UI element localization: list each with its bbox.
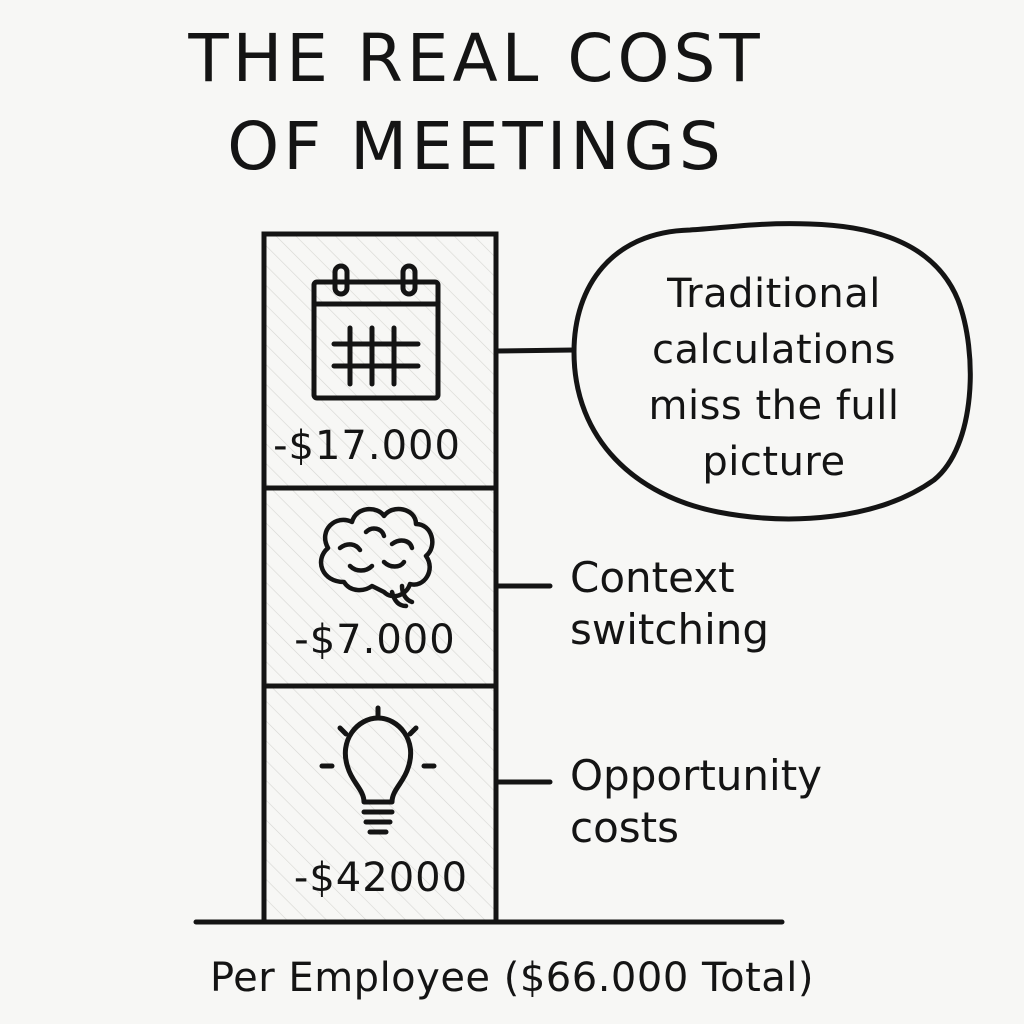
brain-icon [318,506,435,609]
lightbulb-amount: -$42000 [293,855,469,901]
callout-connector [493,347,577,354]
brain-amount: -$7.000 [294,617,456,663]
context-line-1: Context [570,553,735,602]
footer-total: Per Employee ($66.000 Total) [209,955,815,1001]
title-line-1: THE REAL COST [188,20,764,97]
opportunity-costs-label: Opportunity costs [570,750,822,854]
callout-line-4: picture [702,439,846,485]
context-line-2: switching [570,605,770,654]
opportunity-line-2: costs [570,803,680,852]
calendar-amount: -$17.000 [273,423,461,469]
opportunity-line-1: Opportunity [570,751,823,800]
callout-text: Traditional calculations miss the full p… [578,266,970,490]
calendar-icon [311,263,441,401]
callout-line-3: miss the full [648,383,900,429]
stack-column [261,231,499,925]
callout-line-2: calculations [651,327,897,373]
context-switching-label: Context switching [570,552,769,656]
title-line-2: OF MEETINGS [227,108,725,185]
callout-line-1: Traditional [667,271,881,317]
callout-bubble [571,221,973,522]
lightbulb-icon [319,705,437,835]
